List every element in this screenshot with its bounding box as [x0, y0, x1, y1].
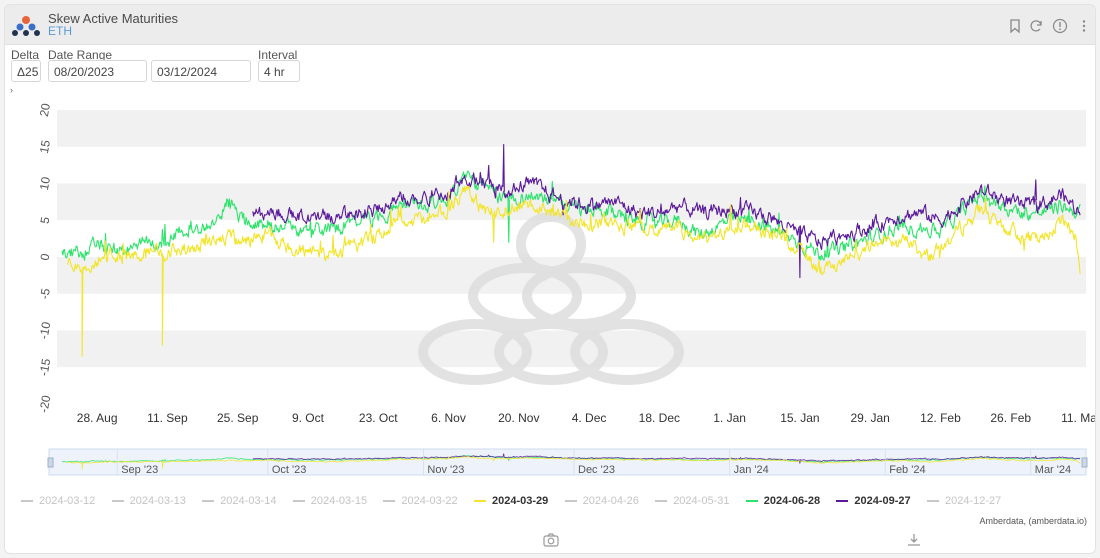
navigator-handle-right[interactable] — [1081, 457, 1088, 468]
x-tick-label: 1. Jan — [713, 411, 746, 425]
navigator-handle-left[interactable] — [47, 457, 54, 468]
legend-swatch — [474, 500, 486, 502]
delta-label: Delta — [11, 48, 40, 62]
legend-item-2024-05-31[interactable]: 2024-05-31 — [655, 495, 729, 507]
legend-label: 2024-03-22 — [401, 495, 458, 507]
y-tick-label: 5 — [38, 215, 53, 224]
series-line-2024-03-29 — [66, 185, 1081, 357]
legend-item-2024-03-22[interactable]: 2024-03-22 — [383, 495, 458, 507]
start-date-input[interactable]: 08/20/2023 — [48, 60, 147, 82]
plot-band — [57, 110, 1086, 147]
legend-swatch — [745, 500, 758, 502]
legend-swatch — [111, 500, 124, 502]
legend-item-2024-06-28[interactable]: 2024-06-28 — [745, 495, 821, 507]
legend-item-2024-03-29[interactable]: 2024-03-29 — [474, 495, 548, 507]
x-tick-label: 9. Oct — [292, 411, 325, 425]
y-axis: 20 15 10 5 0 -5 -10 -15 -20 — [37, 102, 54, 414]
legend-label: 2024-12-27 — [945, 495, 1002, 507]
legend-item-2024-12-27[interactable]: 2024-12-27 — [927, 495, 1001, 507]
y-tick-label: -10 — [37, 320, 54, 340]
x-tick-label: 11. Sep — [147, 411, 188, 425]
delta-select[interactable]: Δ25 — [11, 60, 41, 82]
legend-swatch — [564, 500, 577, 502]
watermark-logo — [418, 212, 684, 385]
legend-item-2024-04-26[interactable]: 2024-04-26 — [564, 495, 639, 507]
legend-item-2024-09-27[interactable]: 2024-09-27 — [836, 495, 911, 507]
legend-swatch — [836, 500, 849, 502]
y-tick-label: 15 — [37, 139, 53, 155]
x-tick-label: 11. Mar — [1061, 411, 1096, 425]
x-axis: 28. Aug 11. Sep 25. Sep 9. Oct 23. Oct 6. Nov… — [77, 411, 1096, 425]
x-tick-label: 26. Feb — [990, 411, 1031, 425]
interval-label: Interval — [258, 48, 298, 62]
skew-line-chart: 20 15 10 5 0 -5 -10 -15 -20 28. Aug 11. Sep 25. Se… — [37, 102, 1096, 476]
info-icon[interactable] — [1052, 18, 1068, 34]
legend-item-2024-03-15[interactable]: 2024-03-15 — [292, 495, 368, 507]
navigator-range[interactable] — [48, 448, 1087, 476]
x-tick-label: 23. Oct — [359, 411, 398, 425]
y-tick-label: -5 — [37, 287, 53, 300]
x-tick-label: 6. Nov — [431, 411, 466, 425]
more-options-icon[interactable] — [1076, 18, 1092, 34]
legend-swatch — [655, 500, 668, 502]
legend-label: 2024-05-31 — [673, 495, 730, 507]
title-bar: Skew Active Maturities ETH — [5, 5, 1095, 45]
credit-text: Amberdata, (amberdata.io) — [979, 516, 1087, 526]
y-tick-label: 10 — [37, 175, 53, 191]
legend-label: 2024-03-15 — [310, 495, 368, 507]
refresh-icon[interactable] — [1028, 18, 1044, 34]
navigator-line-2024-03-29 — [67, 456, 1081, 470]
x-tick-label: 4. Dec — [572, 411, 607, 425]
legend-swatch — [21, 500, 33, 502]
navigator-tick-label: Feb '24 — [889, 464, 925, 476]
camera-icon[interactable] — [543, 533, 559, 547]
x-tick-label: 29. Jan — [850, 411, 889, 425]
end-date-input[interactable]: 03/12/2024 — [151, 60, 251, 82]
legend-label: 2024-03-13 — [129, 495, 186, 507]
navigator-tick-label: Mar '24 — [1035, 464, 1071, 476]
x-tick-label: 12. Feb — [920, 411, 961, 425]
range-navigator[interactable]: Sep '23 Oct '23 Nov '23 Dec '23 Jan '24 Feb '… — [47, 448, 1088, 476]
y-tick-label: 0 — [38, 252, 53, 261]
legend-item-2024-03-14[interactable]: 2024-03-14 — [202, 495, 276, 507]
series-line-2024-09-27 — [252, 143, 1081, 279]
navigator-tick-label: Oct '23 — [272, 464, 307, 476]
legend-label: 2024-03-14 — [220, 495, 277, 507]
date-range-label: Date Range — [48, 48, 113, 62]
x-tick-label: 20. Nov — [498, 411, 539, 425]
legend-item-2024-03-12[interactable]: 2024-03-12 — [21, 495, 95, 507]
legend-item-2024-03-13[interactable]: 2024-03-13 — [111, 495, 186, 507]
y-tick-label: 20 — [37, 102, 53, 118]
chart-title: Skew Active Maturities — [48, 11, 179, 26]
chart-card: Skew Active Maturities ETH Delta Δ25 Dat… — [4, 4, 1096, 554]
bookmark-icon[interactable] — [1007, 18, 1023, 34]
navigator-tick-label: Sep '23 — [121, 464, 158, 476]
legend-label: 2024-03-12 — [39, 495, 96, 507]
legend-swatch — [927, 500, 939, 502]
x-tick-label: 25. Sep — [217, 411, 259, 425]
legend-swatch — [292, 500, 305, 502]
legend-label: 2024-03-29 — [492, 495, 549, 507]
legend-label: 2024-06-28 — [763, 495, 821, 507]
interval-select[interactable]: 4 hr — [258, 60, 300, 82]
legend-label: 2024-09-27 — [854, 495, 911, 507]
asset-subtitle: ETH — [48, 24, 72, 38]
x-tick-label: 18. Dec — [639, 411, 680, 425]
navigator-tick-label: Nov '23 — [427, 464, 464, 476]
x-tick-label: 15. Jan — [780, 411, 819, 425]
amberdata-logo-icon — [12, 16, 40, 36]
navigator-tick-label: Jan '24 — [734, 464, 769, 476]
series-lines — [61, 143, 1081, 357]
chart-legend: 2024-03-12 2024-03-13 2024-03-14 2024-03-15… — [5, 495, 1095, 511]
navigator-tick-label: Dec '23 — [578, 464, 615, 476]
download-icon[interactable] — [907, 533, 921, 547]
navigator-line-2024-09-27 — [252, 453, 1081, 464]
y-tick-label: -20 — [37, 394, 54, 414]
legend-swatch — [383, 500, 396, 502]
y-tick-label: -15 — [37, 357, 54, 377]
legend-swatch — [202, 500, 215, 502]
legend-label: 2024-04-26 — [582, 495, 639, 507]
x-tick-label: 28. Aug — [77, 411, 118, 425]
expand-chevron-icon[interactable]: › — [10, 85, 13, 95]
